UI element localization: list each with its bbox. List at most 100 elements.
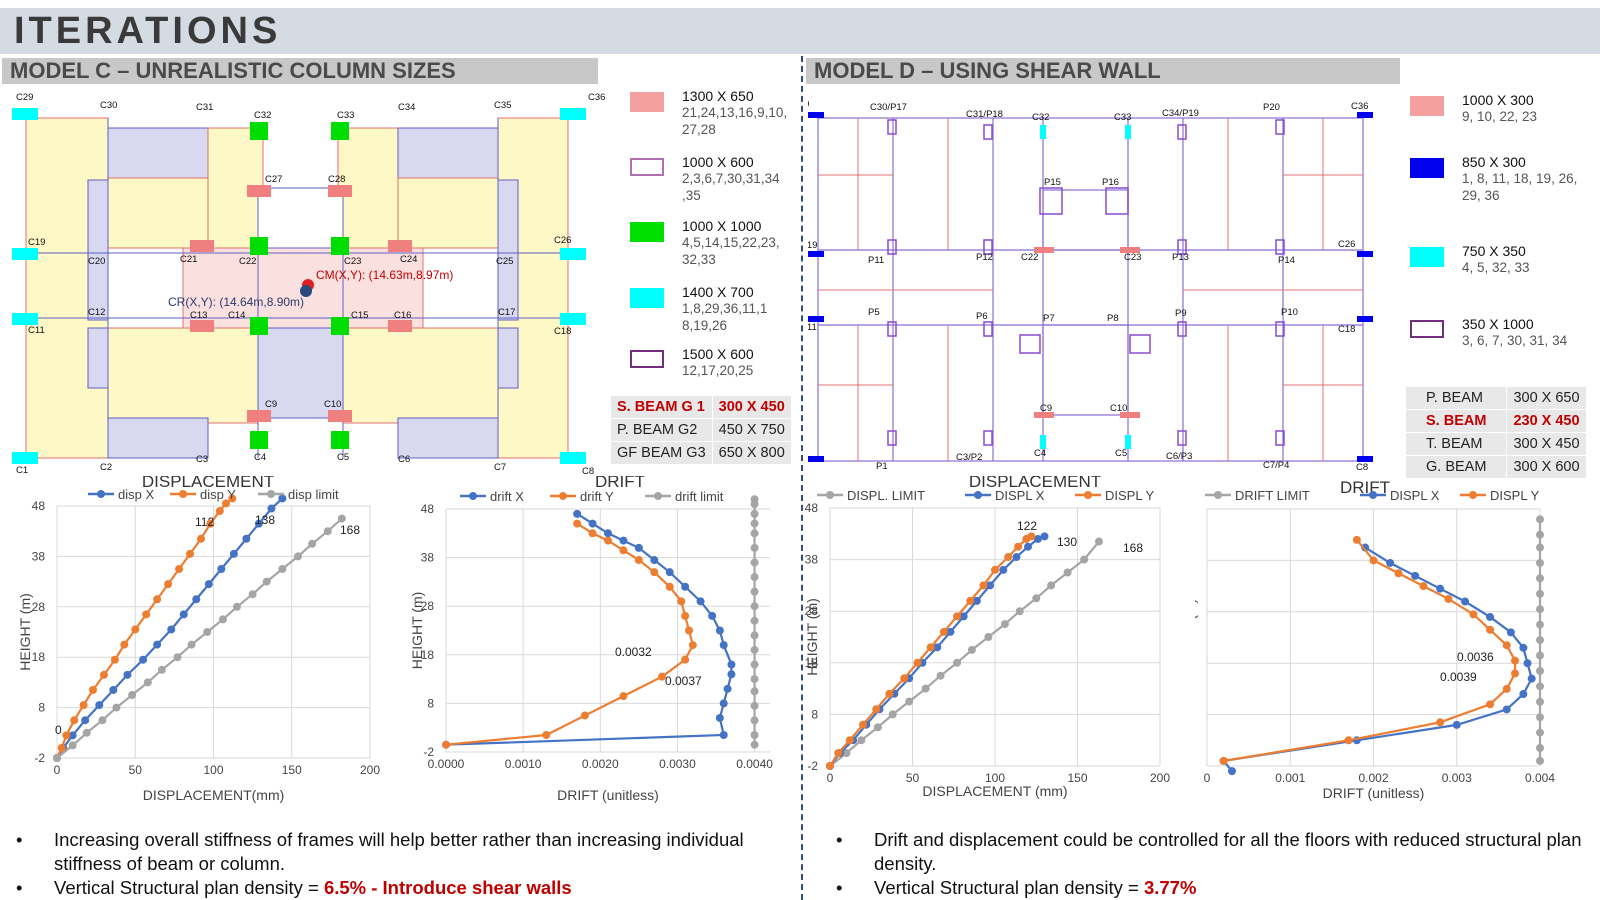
svg-text:C16: C16: [394, 310, 411, 321]
data-point: [715, 626, 724, 635]
data-point: [750, 740, 759, 749]
data-point: [1511, 656, 1520, 665]
table-row: S. BEAM G 1 300 X 450: [610, 395, 792, 419]
data-point: [604, 529, 612, 538]
data-point: [157, 665, 166, 674]
model-c-displacement-chart: -2 8 18 28 38 48 0 50 100 150 200 DISPLACEMENT(mm) H…: [17, 476, 380, 803]
data-point: [984, 633, 993, 641]
svg-text:C15: C15: [351, 310, 368, 321]
data-point: [1486, 612, 1495, 621]
data-point: [123, 670, 132, 679]
data-point: [232, 602, 241, 611]
data-point: [442, 740, 450, 749]
data-point: [946, 627, 955, 636]
svg-text:P12: P12: [976, 252, 993, 263]
x-tick-label: 100: [985, 771, 1005, 785]
data-point: [1227, 767, 1236, 776]
data-point: [681, 582, 690, 591]
model-c-plan: C29 C30 C31 C32 C33 C34 C35 C36 C27 C28 C19 C2…: [8, 90, 613, 483]
model-c-beam-table: S. BEAM G 1 300 X 450 P. BEAM G2 450 X 750…: [610, 395, 792, 465]
data-point: [1436, 584, 1445, 593]
svg-text:C8: C8: [1356, 462, 1368, 473]
svg-text:C29: C29: [808, 99, 809, 110]
data-point: [634, 556, 643, 565]
model-c-drift-chart: -2 8 18 28 38 48 0.0000 0.0010 0.0020 0.0030 0.004…: [409, 476, 773, 803]
legend-label: drift Y: [580, 489, 614, 504]
data-label: 138: [255, 513, 275, 527]
svg-text:C7: C7: [494, 462, 506, 473]
data-point: [70, 716, 79, 725]
data-point: [972, 596, 981, 605]
data-point: [68, 731, 77, 740]
svg-text:C25: C25: [496, 256, 513, 267]
data-point: [1536, 682, 1544, 691]
svg-text:C17: C17: [498, 307, 515, 318]
legend-label: DISPL Y: [1105, 488, 1154, 503]
data-point: [1527, 674, 1536, 683]
svg-text:C5: C5: [1115, 448, 1127, 459]
data-point: [95, 701, 104, 710]
data-point: [323, 527, 332, 536]
data-point: [750, 645, 759, 654]
bullet-item: Vertical Structural plan density = 6.5% …: [16, 876, 786, 900]
x-tick-label: 100: [203, 763, 223, 777]
data-point: [120, 640, 129, 649]
pink-swatch-icon: [630, 92, 664, 112]
data-point: [278, 565, 287, 573]
svg-text:P16: P16: [1102, 177, 1119, 188]
svg-text:P5: P5: [868, 307, 880, 318]
svg-text:C23: C23: [344, 256, 361, 267]
svg-text:C31: C31: [196, 102, 213, 113]
data-label: 0.0036: [1457, 650, 1494, 664]
data-point: [727, 670, 736, 679]
data-point: [1502, 641, 1511, 650]
data-label: 122: [1017, 519, 1037, 533]
data-point: [1344, 736, 1353, 745]
legend-marker: [97, 490, 105, 498]
data-point: [991, 565, 999, 574]
svg-text:C12: C12: [88, 307, 105, 318]
data-point: [229, 549, 238, 558]
svg-text:C19: C19: [28, 237, 45, 248]
section-divider: [801, 56, 803, 900]
data-label: 168: [340, 523, 360, 537]
columns-pink: [1034, 247, 1140, 418]
data-point: [1014, 542, 1023, 551]
data-point: [1536, 756, 1544, 765]
data-point: [905, 697, 914, 706]
x-tick-label: 0.0000: [428, 757, 465, 771]
data-point: [1511, 669, 1520, 678]
chart-title: DISPLACEMENT: [142, 476, 274, 491]
data-point: [218, 615, 227, 624]
data-point: [1536, 543, 1544, 552]
data-point: [142, 610, 151, 619]
table-row: T. BEAM 300 X 450: [1404, 432, 1587, 456]
svg-text:C32: C32: [254, 110, 271, 121]
legend-item: 1300 X 650 21,24,13,16,9,10, 27,28: [630, 88, 787, 138]
data-point: [1536, 589, 1544, 598]
data-point: [1394, 569, 1403, 578]
data-point: [57, 743, 66, 752]
y-axis-title: HEIGHT (m): [805, 598, 820, 676]
y-tick-label: 18: [421, 648, 435, 662]
svg-text:C22: C22: [239, 256, 256, 267]
svg-text:C27: C27: [265, 174, 282, 185]
cr-label: CR(X,Y): (14.64m,8.90m): [168, 295, 304, 309]
data-label: 0.0039: [1440, 670, 1477, 684]
data-point: [1506, 628, 1515, 637]
data-label: 0: [55, 723, 62, 737]
data-point: [953, 658, 962, 667]
columns-pink: [190, 185, 412, 422]
purple-outline-swatch-icon: [1410, 320, 1444, 338]
bullet-item: Vertical Structural plan density = 3.77%: [836, 876, 1600, 900]
model-d-beam-table: P. BEAM 300 X 650 S. BEAM 230 X 450 T. BEA…: [1404, 386, 1587, 479]
data-point: [1536, 530, 1544, 539]
data-point: [1519, 690, 1528, 699]
data-point: [88, 685, 97, 694]
data-point: [715, 713, 724, 722]
x-axis-title: DRIFT (unitless): [557, 787, 659, 803]
data-point: [1536, 558, 1544, 567]
data-point: [719, 730, 728, 739]
data-point: [139, 655, 148, 664]
